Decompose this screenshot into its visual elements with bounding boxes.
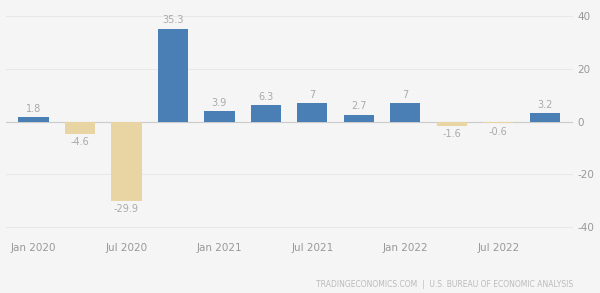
Bar [251,105,281,122]
Bar [530,113,560,122]
Text: TRADINGECONOMICS.COM  |  U.S. BUREAU OF ECONOMIC ANALYSIS: TRADINGECONOMICS.COM | U.S. BUREAU OF EC… [316,280,573,289]
Text: 3.2: 3.2 [537,100,553,110]
Text: -29.9: -29.9 [114,204,139,214]
Bar [483,122,514,123]
Bar [297,103,328,122]
Bar [437,122,467,126]
Text: 1.8: 1.8 [26,103,41,113]
Bar [390,103,421,122]
Text: 35.3: 35.3 [162,15,184,25]
Text: 7: 7 [402,90,409,100]
Text: 6.3: 6.3 [258,92,274,102]
Bar [112,122,142,201]
Bar [65,122,95,134]
Bar [158,28,188,122]
Text: 2.7: 2.7 [351,101,367,111]
Text: 3.9: 3.9 [212,98,227,108]
Text: -1.6: -1.6 [442,129,461,139]
Text: 7: 7 [309,90,316,100]
Bar [19,117,49,122]
Text: -0.6: -0.6 [489,127,508,137]
Bar [344,115,374,122]
Text: -4.6: -4.6 [71,137,89,147]
Bar [204,111,235,122]
